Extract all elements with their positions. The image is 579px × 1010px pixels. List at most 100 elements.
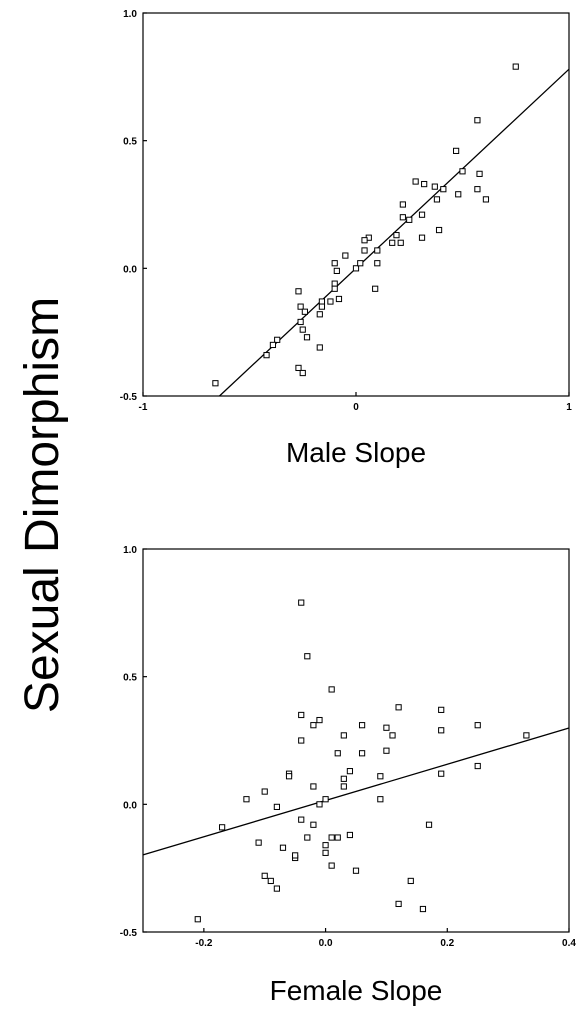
data-point — [331, 280, 338, 287]
x-tick-label: 0.2 — [440, 938, 454, 949]
x-tick-label: 0 — [353, 402, 359, 413]
data-point — [322, 842, 329, 849]
data-point — [263, 352, 270, 359]
data-point — [261, 788, 268, 795]
data-point — [399, 214, 406, 221]
data-point — [435, 226, 443, 234]
y-axis-label: Sexual Dimorphism — [16, 297, 69, 713]
data-point — [273, 885, 280, 892]
x-tick-label: 0.0 — [319, 938, 333, 949]
data-point — [295, 288, 302, 295]
data-point — [274, 336, 281, 343]
data-point — [297, 303, 304, 310]
x-axis-label: Male Slope — [286, 437, 426, 468]
data-point — [267, 877, 274, 885]
data-point — [261, 872, 268, 879]
data-point — [389, 732, 396, 739]
regression-line — [142, 727, 570, 856]
data-point — [512, 63, 519, 70]
data-point — [418, 234, 426, 241]
data-point — [299, 369, 306, 377]
data-point — [194, 916, 201, 923]
data-point — [474, 117, 481, 124]
data-point — [438, 770, 445, 777]
data-point — [298, 737, 305, 744]
data-point — [310, 722, 317, 729]
y-tick-label: 0.0 — [123, 800, 137, 811]
data-point — [316, 344, 323, 351]
data-point — [255, 839, 262, 846]
data-point — [304, 653, 311, 660]
data-point — [453, 147, 460, 154]
data-point — [243, 796, 250, 803]
data-point — [292, 852, 299, 859]
data-point — [389, 239, 396, 246]
data-point — [316, 311, 323, 318]
data-point — [455, 191, 462, 198]
data-point — [395, 900, 402, 908]
data-point — [419, 905, 427, 913]
data-point — [279, 844, 287, 851]
data-point — [297, 318, 304, 326]
female-slope-panel: -0.5 0.0 0.5 1.0 -0.2 0.0 0.2 0.4 Female Slope — [120, 545, 577, 1006]
data-point — [219, 824, 226, 831]
data-point — [361, 247, 368, 254]
data-point — [433, 196, 441, 203]
data-point — [397, 239, 404, 246]
data-point — [340, 732, 347, 739]
data-point — [298, 711, 305, 719]
data-point — [358, 722, 366, 729]
data-point — [438, 727, 445, 734]
data-point — [340, 783, 347, 790]
data-point — [440, 186, 447, 193]
data-point — [342, 252, 349, 259]
data-point — [358, 750, 366, 757]
data-point — [438, 706, 445, 713]
y-tick-label: -0.5 — [120, 392, 138, 403]
data-point — [474, 186, 481, 193]
data-point — [298, 599, 305, 606]
data-point — [352, 265, 360, 272]
data-point — [361, 237, 368, 244]
data-point — [285, 773, 293, 780]
data-point — [334, 834, 341, 841]
data-point — [431, 183, 438, 190]
data-point — [327, 298, 334, 305]
data-point — [333, 267, 340, 274]
x-tick-label: -0.2 — [195, 938, 213, 949]
data-point — [303, 334, 311, 341]
data-point — [340, 775, 347, 782]
data-point — [357, 260, 364, 267]
data-point — [316, 716, 323, 724]
data-point — [295, 364, 302, 372]
data-point — [412, 178, 419, 185]
data-point — [383, 724, 390, 731]
data-point — [273, 803, 280, 810]
y-tick-label: 0.5 — [123, 137, 137, 148]
data-point — [372, 285, 379, 292]
data-point — [346, 831, 354, 839]
data-point — [425, 821, 433, 828]
data-point — [377, 796, 384, 803]
data-point — [331, 260, 338, 267]
data-point — [304, 834, 311, 841]
y-tick-label: 0.0 — [123, 264, 137, 275]
data-point — [335, 295, 343, 303]
y-tick-label: -0.5 — [120, 928, 138, 939]
data-point — [383, 747, 390, 754]
data-point — [399, 201, 406, 208]
plot-frame — [142, 548, 570, 933]
plot-frame — [142, 12, 570, 397]
data-point — [352, 867, 360, 874]
x-tick-label: 1 — [566, 402, 572, 413]
data-point — [421, 180, 428, 188]
data-point — [523, 732, 530, 739]
data-point — [316, 801, 323, 808]
data-point — [269, 341, 277, 349]
data-point — [322, 849, 329, 856]
data-point — [346, 768, 354, 775]
data-point — [474, 722, 481, 729]
data-point — [310, 783, 317, 790]
data-point — [395, 704, 402, 711]
